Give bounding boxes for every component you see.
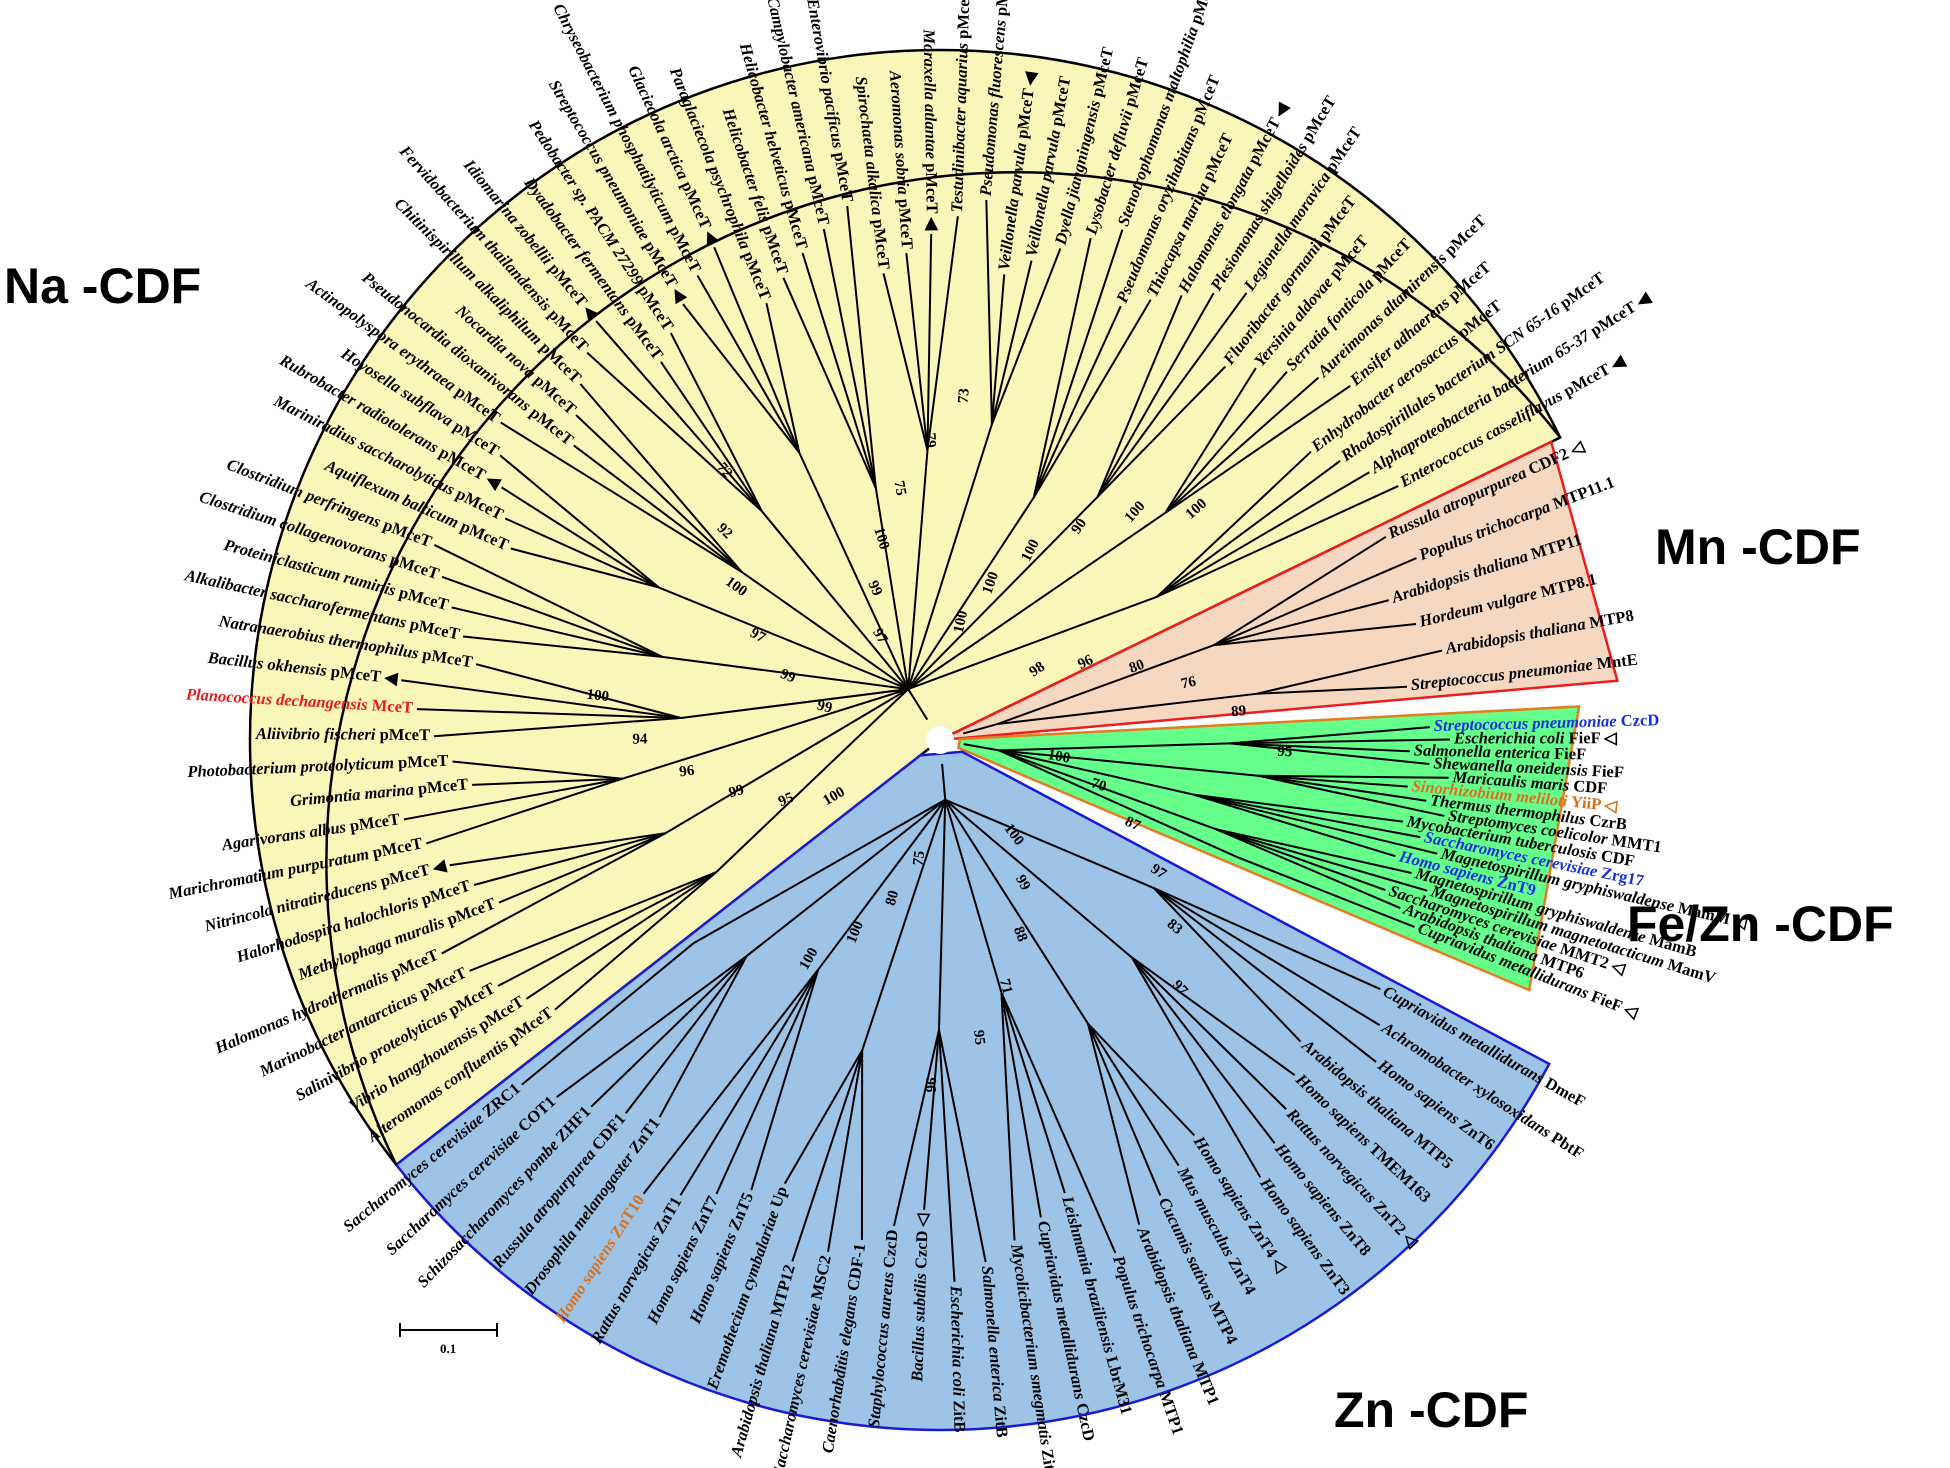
- leaf-species: Escherichia coli: [947, 1285, 969, 1397]
- clade-label-mn: Mn -CDF: [1655, 519, 1861, 575]
- scale-bar: 0.1: [399, 1323, 498, 1356]
- filled-triangle-icon: ◀: [1019, 70, 1040, 91]
- leaf-gene: MTP1: [1154, 1384, 1188, 1437]
- bootstrap-value: 88: [1010, 924, 1030, 944]
- bootstrap-value: 87: [1122, 814, 1143, 835]
- tree-root-hub: [926, 726, 954, 754]
- filled-triangle-icon: ◀: [427, 855, 449, 878]
- leaf-label: Escherichia coli FieF ◁: [1453, 728, 1618, 747]
- leaf-label: Escherichia coli ZitB: [947, 1285, 970, 1433]
- bootstrap-value: 79: [922, 432, 939, 448]
- leaf-gene: FieF: [1564, 728, 1600, 747]
- bootstrap-value: 75: [910, 850, 928, 867]
- leaf-species: Streptococcus pneumoniae: [1434, 711, 1617, 735]
- leaf-gene: CzcD: [911, 1230, 931, 1273]
- bootstrap-value: 100: [980, 570, 1003, 597]
- leaf-species: Aliivibrio fischeri: [255, 724, 376, 744]
- clade-label-na: Na -CDF: [4, 258, 201, 314]
- bootstrap-value: 100: [1046, 747, 1071, 767]
- bootstrap-value: 71: [996, 977, 1015, 995]
- bootstrap-value: 100: [951, 609, 971, 634]
- leaf-gene: MceT: [367, 695, 413, 717]
- leaf-gene: pMceT: [1583, 297, 1639, 342]
- bootstrap-value: 95: [776, 790, 796, 811]
- bootstrap-value: 95: [970, 1029, 988, 1046]
- bootstrap-value: 99: [864, 578, 885, 598]
- leaf-gene: pMceT: [953, 0, 974, 43]
- leaf-gene: CzcD: [1616, 710, 1659, 730]
- bootstrap-value: 94: [632, 731, 648, 747]
- bootstrap-value: 100: [870, 525, 892, 551]
- leaf-gene: FieF: [1587, 761, 1624, 782]
- leaf-gene: FieF: [1550, 743, 1587, 763]
- leaf-gene: YiiP: [1566, 791, 1602, 813]
- bootstrap-value: 99: [1012, 872, 1033, 893]
- leaf-gene: pMceT: [1295, 92, 1340, 148]
- scale-bar-label: 0.1: [440, 1341, 456, 1356]
- leaf-label: Moraxella atlantae pMceT ◀: [920, 28, 943, 231]
- bootstrap-value: 96: [924, 1077, 940, 1093]
- bootstrap-value: 76: [1180, 674, 1198, 693]
- bootstrap-value: 100: [586, 687, 610, 706]
- leaf-gene: pMceT: [1437, 211, 1490, 262]
- open-triangle-icon: ◁: [1618, 998, 1642, 1022]
- bootstrap-value: 70: [1089, 775, 1108, 795]
- clade-sector-zn: [394, 750, 1551, 1432]
- leaf-gene: ZitA: [1037, 1444, 1061, 1468]
- leaf-gene: PbtF: [1544, 1125, 1587, 1162]
- bootstrap-value: 73: [955, 388, 972, 404]
- open-triangle-icon: ◁: [1728, 910, 1750, 933]
- leaf-gene: pMceT: [895, 194, 918, 250]
- bootstrap-value: 100: [844, 919, 867, 946]
- clade-border-na: [325, 171, 1562, 1166]
- leaf-gene: CzcD: [878, 1229, 901, 1273]
- clade-label-fezn: Fe/Zn -CDF: [1627, 896, 1894, 952]
- bootstrap-value: 90: [1068, 516, 1090, 537]
- leaf-gene: pMceT: [1552, 268, 1608, 315]
- leaf-label: Aliivibrio fischeri pMceT: [255, 724, 430, 744]
- open-triangle-icon: ◁: [912, 1212, 932, 1231]
- bootstrap-value: 99: [727, 782, 746, 801]
- bootstrap-value: 80: [883, 889, 902, 908]
- bootstrap-value: 97: [747, 625, 768, 646]
- clade-label-zn: Zn -CDF: [1334, 1382, 1528, 1438]
- leaf-gene: pMceT: [991, 0, 1015, 21]
- tree-branches: [401, 199, 1451, 1282]
- bootstrap-value: 96: [678, 762, 696, 780]
- filled-triangle-icon: ◀: [380, 667, 400, 688]
- leaf-gene: ZitB: [990, 1401, 1012, 1439]
- open-triangle-icon: ◁: [1606, 955, 1629, 979]
- bootstrap-value: 75: [890, 479, 908, 497]
- open-triangle-icon: ◁: [1599, 795, 1619, 816]
- bootstrap-value: 95: [1277, 744, 1293, 761]
- leaf-label: Streptococcus pneumoniae CzcD: [1434, 710, 1660, 735]
- leaf-gene: DmeF: [1538, 1071, 1588, 1111]
- filled-triangle-icon: ◀: [923, 213, 942, 231]
- leaf-gene: MntE: [1591, 649, 1638, 673]
- leaf-gene: pMceT: [922, 159, 942, 214]
- bootstrap-value: 80: [1127, 657, 1146, 677]
- open-triangle-icon: ◁: [1600, 728, 1618, 747]
- leaf-gene: pMceT: [1556, 359, 1613, 402]
- leaf-species: Salmonella enterica: [1414, 740, 1551, 762]
- bootstrap-value: 96: [1075, 652, 1096, 673]
- leaf-label: Bacillus subtilis CzcD ◁: [907, 1212, 932, 1383]
- leaf-species: Moraxella atlantae: [920, 28, 941, 159]
- leaf-gene: pMceT: [394, 750, 449, 771]
- leaf-gene: pMceT: [1318, 123, 1365, 179]
- leaf-gene: pMceT: [375, 725, 430, 744]
- bootstrap-value: 99: [778, 666, 798, 686]
- leaf-gene: ZitB: [950, 1396, 970, 1433]
- leaf-gene: pMceT: [1184, 0, 1220, 30]
- leaf-species: Escherichia coli: [1453, 728, 1565, 747]
- leaf-label: Salmonella enterica FieF: [1414, 740, 1587, 763]
- leaf-species: Bacillus subtilis: [907, 1273, 930, 1383]
- bootstrap-value: 98: [1027, 659, 1048, 681]
- leaf-gene: CDF: [1569, 776, 1608, 798]
- bootstrap-value: 89: [1231, 703, 1247, 720]
- clade-labels: Na -CDF Mn -CDF Fe/Zn -CDF Zn -CDF: [4, 258, 1894, 1438]
- bootstrap-value: 99: [815, 698, 833, 717]
